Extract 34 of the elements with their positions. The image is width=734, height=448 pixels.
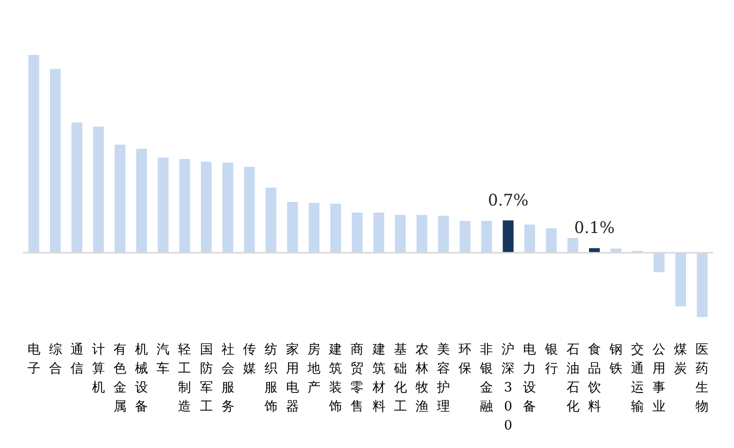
x-tick-label: 轻工制造 <box>178 342 192 414</box>
x-tick-label: 通信 <box>70 342 84 376</box>
x-tick-label: 医药生物 <box>696 342 709 414</box>
data-label: 0.7% <box>488 190 528 210</box>
x-tick-label: 美容护理 <box>436 342 450 414</box>
x-tick-label: 建筑装饰 <box>328 342 342 414</box>
x-tick-label: 家用电器 <box>286 342 300 414</box>
x-tick-label: 建筑材料 <box>371 342 386 414</box>
x-tick-label: 有色金属 <box>114 342 127 414</box>
x-tick-label: 银行 <box>544 342 558 376</box>
x-tick-label: 电力设备 <box>523 342 536 414</box>
x-tick-label: 非银金融 <box>479 342 494 414</box>
x-tick-label: 沪深300 <box>502 342 515 434</box>
x-tick-label: 钢铁 <box>608 342 622 376</box>
x-tick-label: 交通运输 <box>631 342 644 414</box>
x-tick-label: 综合 <box>48 342 62 376</box>
x-tick-label: 传媒 <box>242 342 256 376</box>
x-tick-label: 农林牧渔 <box>414 342 428 414</box>
x-tick-label: 食品饮料 <box>586 342 601 414</box>
x-tick-label: 商贸零售 <box>350 342 364 414</box>
x-tick-label: 汽车 <box>156 342 170 376</box>
x-tick-label: 基础化工 <box>392 342 407 414</box>
x-tick-label: 纺织服饰 <box>263 342 278 414</box>
x-tick-label: 煤炭 <box>674 342 688 376</box>
x-tick-label: 国防军工 <box>200 342 213 414</box>
x-tick-label: 电子 <box>27 342 40 376</box>
x-tick-label: 社会服务 <box>221 342 234 414</box>
data-label: 0.1% <box>574 218 615 238</box>
x-tick-label: 环保 <box>458 342 472 376</box>
x-tick-label: 公用事业 <box>652 342 666 414</box>
x-tick-label: 石油石化 <box>566 342 580 414</box>
x-tick-label: 机械设备 <box>135 342 148 414</box>
x-tick-label: 计算机 <box>92 342 105 396</box>
x-tick-label: 房地产 <box>306 342 321 396</box>
